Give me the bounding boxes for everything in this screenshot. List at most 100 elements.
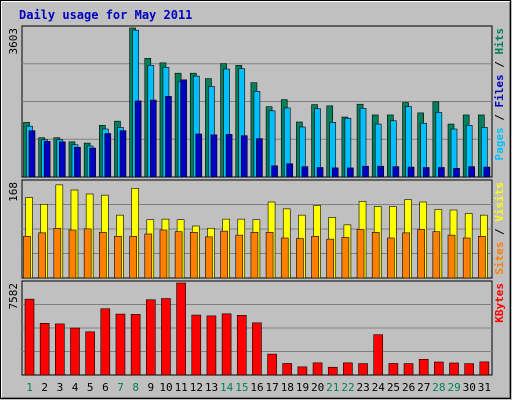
x-tick-label: 15 — [235, 381, 248, 394]
panel-visits-sites: 168 Sites / Visits — [7, 179, 506, 279]
bar-pages — [180, 79, 187, 178]
x-tick-label: 5 — [87, 381, 94, 394]
series-axis-label: Pages / Files / Hits — [493, 28, 506, 161]
x-tick-label: 22 — [341, 381, 354, 394]
series-axis-label-part: / — [493, 222, 506, 242]
bar-sites — [235, 234, 244, 279]
x-tick-label: 28 — [432, 381, 445, 394]
bar-sites — [83, 228, 92, 279]
bar-sites — [38, 232, 46, 279]
bar-pages — [362, 165, 369, 178]
bar-pages — [119, 130, 127, 178]
bar-pages — [301, 166, 309, 178]
bar-pages — [407, 166, 415, 178]
bar-kbytes — [434, 361, 444, 376]
x-tick-label: 7 — [117, 381, 124, 394]
bar-pages — [422, 167, 430, 178]
series-axis-label-part: Visits — [493, 182, 506, 222]
bar-sites — [326, 238, 335, 279]
bar-sites — [462, 237, 471, 279]
bar-pages — [149, 99, 157, 178]
bar-pages — [438, 167, 445, 178]
bar-sites — [220, 230, 228, 279]
bar-sites — [53, 227, 62, 279]
bar-pages — [134, 100, 142, 178]
bar-kbytes — [479, 361, 490, 376]
bar-kbytes — [464, 363, 474, 376]
bar-pages — [256, 138, 263, 178]
bar-kbytes — [100, 308, 111, 376]
bar-sites — [205, 236, 213, 279]
bar-sites — [265, 231, 274, 279]
bar-pages — [43, 141, 51, 178]
x-tick-label: 17 — [266, 381, 279, 394]
x-tick-label: 27 — [417, 381, 430, 394]
bar-kbytes — [343, 362, 353, 376]
bar-kbytes — [221, 313, 232, 376]
bar-pages — [271, 165, 278, 178]
bar-pages — [468, 166, 475, 178]
chart-title: Daily usage for May 2011 — [19, 8, 192, 22]
x-tick-label: 12 — [190, 381, 203, 394]
bar-sites — [99, 231, 107, 279]
bar-sites — [417, 229, 425, 279]
bar-kbytes — [191, 314, 202, 376]
bar-pages — [210, 134, 218, 178]
bar-sites — [447, 234, 456, 279]
bar-sites — [296, 238, 304, 279]
bar-kbytes — [267, 353, 277, 376]
x-tick-label: 9 — [148, 381, 155, 394]
bar-kbytes — [373, 334, 384, 376]
bar-kbytes — [85, 331, 95, 376]
x-axis-day-labels: 1 2 3 4 5 6 7 8 9 10 11 12 13 14 15 16 17 18 19 20 21 22 23 24 2… — [26, 381, 491, 394]
bar-pages — [195, 133, 203, 178]
panel-kbytes: 7582 KBytes — [7, 280, 506, 376]
bar-sites — [23, 235, 31, 279]
bar-pages — [28, 130, 36, 178]
series-axis-label: Sites / Visits — [493, 182, 506, 275]
bar-sites — [250, 231, 259, 279]
bar-kbytes — [236, 315, 247, 376]
x-tick-label: 23 — [357, 381, 370, 394]
bar-kbytes — [161, 298, 171, 376]
bar-sites — [144, 233, 153, 279]
bar-pages — [347, 167, 354, 178]
bar-kbytes — [388, 363, 399, 376]
bar-sites — [114, 235, 122, 279]
x-tick-label: 29 — [447, 381, 460, 394]
x-tick-label: 30 — [463, 381, 476, 394]
bar-kbytes — [327, 366, 338, 376]
bar-kbytes — [252, 322, 262, 376]
bar-kbytes — [403, 363, 414, 376]
bar-kbytes — [115, 313, 126, 376]
y-max-label: 3603 — [7, 28, 20, 55]
bar-kbytes — [55, 323, 65, 376]
bar-pages — [483, 166, 491, 178]
x-tick-label: 13 — [205, 381, 218, 394]
bar-sites — [356, 229, 365, 279]
bar-sites — [68, 229, 77, 279]
x-tick-label: 1 — [26, 381, 33, 394]
bar-sites — [129, 235, 137, 279]
x-tick-label: 20 — [311, 381, 324, 394]
bar-kbytes — [24, 298, 35, 376]
x-tick-label: 11 — [175, 381, 188, 394]
bar-pages — [59, 141, 66, 178]
bar-kbytes — [312, 362, 323, 376]
series-axis-label-part: KBytes — [493, 283, 506, 323]
bar-sites — [478, 235, 486, 279]
bar-kbytes — [206, 315, 217, 376]
bar-sites — [402, 232, 410, 279]
x-tick-label: 8 — [132, 381, 139, 394]
bar-pages — [104, 133, 112, 178]
bar-sites — [387, 237, 395, 279]
bar-kbytes — [449, 362, 459, 376]
bar-pages — [89, 147, 96, 178]
x-tick-label: 19 — [296, 381, 309, 394]
bar-kbytes — [39, 323, 50, 376]
x-tick-label: 3 — [57, 381, 64, 394]
series-axis-label-part: / — [493, 55, 506, 75]
bar-files — [314, 108, 321, 178]
